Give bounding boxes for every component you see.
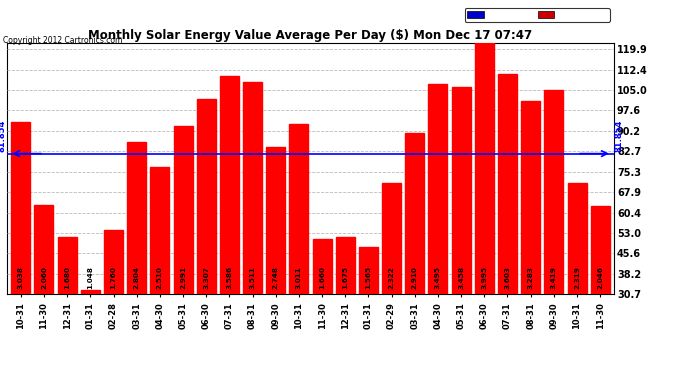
Text: 1.565: 1.565: [366, 266, 371, 289]
Text: 81.854: 81.854: [0, 120, 7, 152]
Bar: [428, 84, 448, 375]
Bar: [336, 237, 355, 375]
Bar: [382, 183, 401, 375]
Bar: [127, 142, 146, 375]
Bar: [405, 133, 424, 375]
Text: 2.910: 2.910: [412, 266, 417, 289]
Text: 3.495: 3.495: [435, 266, 441, 289]
Text: 2.804: 2.804: [134, 266, 139, 289]
Title: Monthly Solar Energy Value Average Per Day ($) Mon Dec 17 07:47: Monthly Solar Energy Value Average Per D…: [88, 29, 533, 42]
Text: 2.322: 2.322: [388, 266, 395, 289]
Bar: [58, 237, 77, 375]
Bar: [197, 99, 216, 375]
Text: 3.603: 3.603: [504, 266, 511, 289]
Bar: [266, 147, 285, 375]
Bar: [313, 238, 332, 375]
Bar: [81, 290, 100, 375]
Text: 1.048: 1.048: [88, 266, 93, 289]
Text: 3.283: 3.283: [528, 266, 533, 289]
Bar: [34, 205, 54, 375]
Bar: [567, 183, 586, 375]
Text: 1.680: 1.680: [64, 266, 70, 289]
Bar: [359, 247, 378, 375]
Bar: [243, 82, 262, 375]
Text: 2.046: 2.046: [597, 266, 603, 289]
Text: 2.991: 2.991: [180, 266, 186, 289]
Text: 3.586: 3.586: [226, 266, 233, 289]
Bar: [498, 75, 517, 375]
Bar: [544, 90, 563, 375]
Text: 1.660: 1.660: [319, 266, 325, 289]
Bar: [104, 230, 123, 375]
Text: 1.760: 1.760: [110, 266, 117, 289]
Text: 2.748: 2.748: [273, 266, 279, 289]
Text: 1.675: 1.675: [342, 266, 348, 289]
Bar: [289, 124, 308, 375]
Bar: [220, 76, 239, 375]
Bar: [150, 167, 169, 375]
Bar: [173, 126, 193, 375]
Text: 2.060: 2.060: [41, 266, 47, 289]
Bar: [591, 206, 610, 375]
Bar: [475, 41, 494, 375]
Text: 81.854: 81.854: [614, 120, 623, 152]
Bar: [452, 87, 471, 375]
Text: Copyright 2012 Cartronics.com: Copyright 2012 Cartronics.com: [3, 36, 123, 45]
Text: 2.510: 2.510: [157, 266, 163, 289]
Text: 3.307: 3.307: [204, 266, 209, 289]
Text: 3.511: 3.511: [250, 266, 255, 289]
Text: 3.038: 3.038: [18, 266, 24, 289]
Bar: [11, 122, 30, 375]
Text: 3.995: 3.995: [482, 266, 487, 289]
Legend: Average ($), Monthly  ($): Average ($), Monthly ($): [465, 8, 610, 21]
Text: 3.011: 3.011: [296, 266, 302, 289]
Text: 3.458: 3.458: [458, 266, 464, 289]
Text: 2.319: 2.319: [574, 266, 580, 289]
Bar: [521, 102, 540, 375]
Text: 3.419: 3.419: [551, 266, 557, 289]
